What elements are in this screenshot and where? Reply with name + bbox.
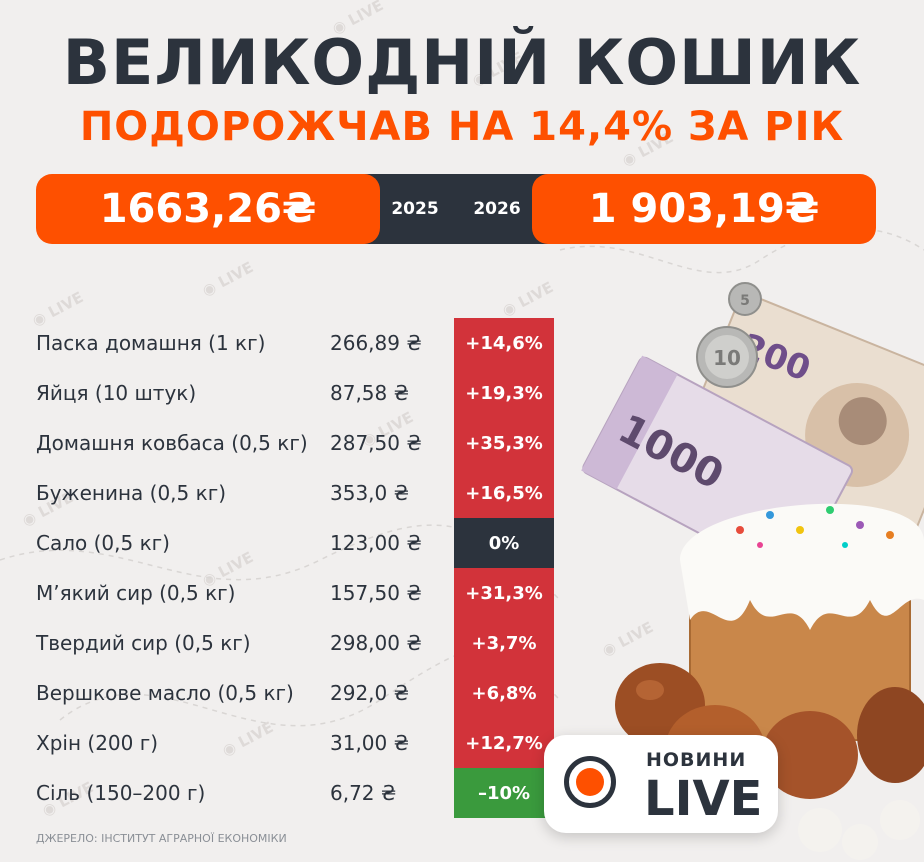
table-row-name: Сіль (150–200 г) — [36, 781, 206, 805]
table-row-name: Твердий сир (0,5 кг) — [36, 631, 251, 655]
table-row-price: 298,00 ₴ — [330, 631, 422, 655]
coin-5: 5 — [728, 282, 762, 316]
change-badge: 0% — [454, 518, 554, 568]
change-column: +14,6% +19,3% +35,3% +16,5% 0% +31,3% +3… — [454, 318, 554, 818]
table-row-price: 292,0 ₴ — [330, 681, 410, 705]
logo-main-text: LIVE — [644, 771, 763, 827]
page-title: ВЕЛИКОДНІЙ КОШИК — [62, 26, 862, 99]
change-badge: –10% — [454, 768, 554, 818]
price-2026: 1 903,19₴ — [532, 174, 876, 244]
logo-ring-icon — [564, 756, 616, 808]
easter-cake — [680, 503, 924, 741]
change-badge: +6,8% — [454, 668, 554, 718]
flowers — [798, 800, 920, 860]
svg-text:10: 10 — [713, 346, 741, 370]
change-badge: +12,7% — [454, 718, 554, 768]
year-2025-label: 2025 — [391, 199, 439, 219]
table-row-price: 287,50 ₴ — [330, 431, 422, 455]
change-badge: +35,3% — [454, 418, 554, 468]
table-row-name: Яйця (10 штук) — [36, 381, 197, 405]
table-row-name: Паска домашня (1 кг) — [36, 331, 266, 355]
price-2025: 1663,26₴ — [36, 174, 380, 244]
logo-dot-icon — [576, 768, 604, 796]
table-row-name: Вершкове масло (0,5 кг) — [36, 681, 294, 705]
page-subtitle: ПОДОРОЖЧАВ НА 14,4% ЗА РІК — [79, 104, 845, 150]
coin-10: 10 — [696, 326, 758, 388]
table-row-name: Буженина (0,5 кг) — [36, 481, 226, 505]
year-2026-label: 2026 — [473, 199, 521, 219]
table-row-price: 266,89 ₴ — [330, 331, 422, 355]
logo-top-text: НОВИНИ — [646, 749, 747, 771]
source-note: ДЖЕРЕЛО: ІНСТИТУТ АГРАРНОЇ ЕКОНОМІКИ — [36, 832, 287, 845]
table-row-price: 6,72 ₴ — [330, 781, 397, 805]
table-row-price: 31,00 ₴ — [330, 731, 410, 755]
change-badge: +14,6% — [454, 318, 554, 368]
table-row-price: 353,0 ₴ — [330, 481, 410, 505]
table-row-name: М’який сир (0,5 кг) — [36, 581, 236, 605]
table-row-price: 123,00 ₴ — [330, 531, 422, 555]
svg-text:5: 5 — [740, 293, 750, 309]
change-badge: +19,3% — [454, 368, 554, 418]
change-badge: +3,7% — [454, 618, 554, 668]
change-badge: +31,3% — [454, 568, 554, 618]
novyny-live-logo: НОВИНИ LIVE — [544, 735, 778, 833]
change-badge: +16,5% — [454, 468, 554, 518]
table-row-price: 157,50 ₴ — [330, 581, 422, 605]
table-row-name: Домашня ковбаса (0,5 кг) — [36, 431, 308, 455]
table-row-name: Хрін (200 г) — [36, 731, 159, 755]
table-row-price: 87,58 ₴ — [330, 381, 410, 405]
table-row-name: Сало (0,5 кг) — [36, 531, 170, 555]
